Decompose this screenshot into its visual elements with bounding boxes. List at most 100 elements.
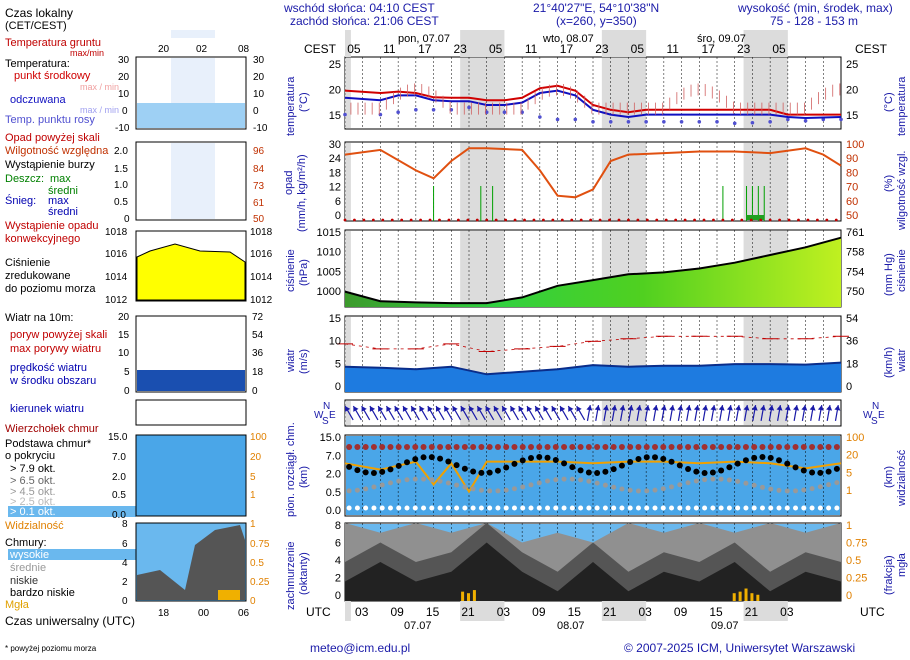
leg-p3-rtick: 1012 <box>250 295 273 306</box>
cloud-base-dot <box>718 467 725 474</box>
wind-arrow <box>534 405 544 421</box>
wind-arrow <box>710 405 717 421</box>
wind-arrow <box>660 405 667 421</box>
cloud-base-dot <box>742 457 749 464</box>
wind-arrow <box>526 405 536 421</box>
legend-footnote: * powyżej poziomu morza <box>5 644 97 653</box>
leg-p7-tick: 2 <box>122 577 128 588</box>
cloud-base-dot <box>586 478 592 484</box>
legend-mid-point: punkt środkowy <box>14 70 91 82</box>
night-band <box>345 143 351 220</box>
cloud-base-dot <box>751 454 758 461</box>
legend-okt4: > 2.5 okt. <box>10 496 56 508</box>
dew-point-mark <box>732 121 737 126</box>
dew-point-mark <box>431 108 436 112</box>
pressure-area <box>345 237 841 307</box>
night-band <box>345 401 351 425</box>
p2-right-tick: 50 <box>846 210 858 222</box>
wind-arrow-head <box>619 405 626 411</box>
cloud-base-dot <box>461 465 468 472</box>
leg-p3-tick: 1018 <box>105 227 128 238</box>
cloud-base-dot <box>710 476 716 482</box>
legend-bottom-tick: 18 <box>158 608 170 619</box>
cest-tick: 11 <box>525 42 538 56</box>
legend-visibility: Widzialność <box>5 520 64 532</box>
p6-right-tick: 20 <box>846 450 858 462</box>
conv-precip-mark <box>749 218 753 222</box>
wind-arrow <box>435 405 445 421</box>
conv-precip-mark <box>409 218 413 222</box>
wind-arrow-head <box>526 406 533 412</box>
conv-precip-mark <box>617 218 621 222</box>
cloud-base-dot <box>536 480 542 486</box>
p2-right-tick: 80 <box>846 167 858 179</box>
cloud-base-dot <box>669 484 675 490</box>
cloud-base-dot <box>826 482 832 488</box>
cloud-base-dot <box>594 505 600 511</box>
height-title: wysokość (min, środek, max) <box>737 1 893 15</box>
conv-precip-mark <box>598 218 602 222</box>
cloud-base-dot <box>643 454 650 461</box>
humidity-line <box>344 147 842 199</box>
fog-bar <box>732 593 736 601</box>
dew-point-mark <box>573 117 578 122</box>
wind-arrow <box>735 405 742 421</box>
cloud-base-dot <box>354 505 360 511</box>
dew-point-mark <box>608 120 613 124</box>
cloud-base-dot <box>784 505 790 511</box>
wind-line <box>344 361 842 376</box>
cloud-top-dot <box>503 444 510 450</box>
cloud-top-dot <box>718 444 725 450</box>
legend-cloud-base-1: Podstawa chmur* <box>5 438 92 450</box>
wind-arrow-head <box>543 406 549 412</box>
wind-arrow <box>809 405 816 421</box>
cloud-base-dot <box>611 505 617 511</box>
wind-arrow <box>793 405 800 421</box>
cloud-base-dot <box>370 469 377 476</box>
leg-p4-tick: 15 <box>118 330 130 341</box>
wind-arrow-head <box>568 406 574 412</box>
utc-tick: 03 <box>638 605 652 619</box>
utc-tick: 09 <box>390 605 404 619</box>
leg-p4-rtick: 36 <box>252 348 264 359</box>
p4-right-tick: 18 <box>846 358 858 370</box>
cloud-base-dot <box>487 505 493 511</box>
leg-p2-rtick: 96 <box>253 146 265 157</box>
conv-precip-mark <box>466 218 470 222</box>
cest-tick: 05 <box>631 42 645 56</box>
dew-point-mark <box>396 110 400 114</box>
wind-arrow-head <box>493 406 500 412</box>
conv-precip-mark <box>475 218 479 222</box>
conv-precip-mark <box>523 218 526 222</box>
cloud-base-dot <box>834 505 840 511</box>
leg-p2-rtick: 84 <box>253 164 265 175</box>
fog-bar <box>738 591 742 601</box>
legend-dew-point: Temp. punktu rosy <box>5 114 95 126</box>
cloud-base-dot <box>503 487 509 493</box>
fog-bar <box>467 593 470 601</box>
cloud-base-dot <box>454 505 460 511</box>
sunrise-text: wschód słońca: 04:10 CEST <box>283 1 435 15</box>
wind-arrow <box>627 405 634 421</box>
p4-right-tick: 54 <box>846 313 858 325</box>
night-band <box>345 231 351 306</box>
cloud-base-dot <box>445 505 451 511</box>
p2-right-tick: 70 <box>846 182 858 194</box>
wind-arrow-head <box>760 405 766 411</box>
footer-email[interactable]: meteo@icm.edu.pl <box>310 641 410 655</box>
p2-left-tick: 12 <box>329 182 341 194</box>
p7-right-unit: (frakcja) <box>883 555 895 595</box>
wind-arrow-head <box>469 406 475 412</box>
wind-arrow-head <box>669 405 676 411</box>
cloud-top-dot <box>759 444 766 450</box>
wind-arrow <box>702 405 709 421</box>
cloud-base-dot <box>395 462 402 469</box>
cloud-base-dot <box>470 505 476 511</box>
conv-precip-mark <box>693 218 696 222</box>
dew-point-mark <box>414 108 418 112</box>
cloud-top-dot <box>751 444 758 450</box>
day-label-top: pon, 07.07 <box>398 33 450 45</box>
legend-okt1: > 7.9 okt. <box>10 463 56 475</box>
cloud-top-dot <box>825 444 832 450</box>
cloud-base-dot <box>776 457 782 464</box>
